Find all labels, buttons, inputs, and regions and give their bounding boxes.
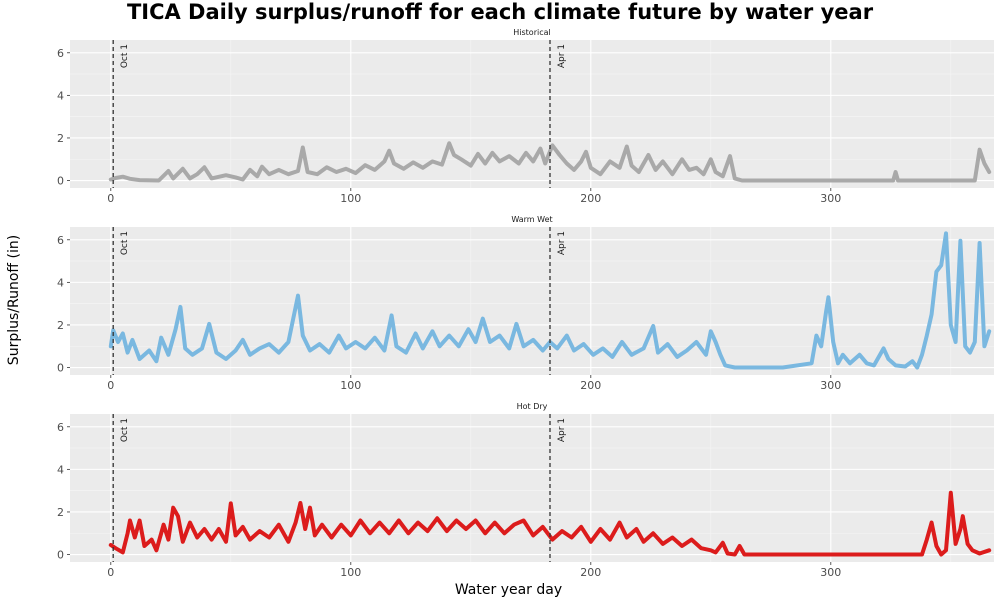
y-tick-label: 2 [57,506,64,519]
panel-warm-wet: 0 100 200 300 0 2 4 6 Warm Wet Oct 1 Apr 1 [57,215,994,392]
y-tick-label: 0 [57,175,64,188]
reference-vline-label: Oct 1 [120,44,130,68]
panel-hot-dry: 0 100 200 300 0 2 4 6 Hot Dry Oct 1 Apr 1 [57,402,994,579]
panel-strip-label: Warm Wet [511,215,552,224]
x-axis-title: Water year day [454,582,563,598]
x-tick-label: 300 [820,192,841,205]
x-tick-label: 0 [107,192,114,205]
panel-background [70,227,994,375]
reference-vline-label: Apr 1 [557,418,567,442]
y-tick-label: 6 [57,421,64,434]
x-tick-label: 300 [820,379,841,392]
y-tick-label: 4 [57,89,64,102]
x-tick-label: 0 [107,566,114,579]
x-tick-label: 100 [340,566,361,579]
x-tick-label: 200 [580,192,601,205]
panel-strip-label: Historical [513,28,550,37]
y-tick-label: 0 [57,549,64,562]
y-tick-label: 2 [57,132,64,145]
series-line [108,490,992,557]
y-tick-label: 4 [57,463,64,476]
reference-vline-label: Oct 1 [120,418,130,442]
x-tick-label: 200 [580,566,601,579]
panel-strip-label: Hot Dry [517,402,548,411]
panel-background [70,414,994,562]
x-tick-label: 100 [340,192,361,205]
x-tick-label: 200 [580,379,601,392]
reference-vline-label: Apr 1 [557,44,567,68]
series-line [108,141,992,183]
y-tick-label: 0 [57,362,64,375]
reference-vline-label: Apr 1 [557,231,567,255]
y-tick-label: 6 [57,47,64,60]
panel-historical: 0 100 200 300 0 2 4 6 Historical Oct 1 Apr 1 [57,28,994,205]
reference-vline-label: Oct 1 [120,231,130,255]
y-tick-label: 4 [57,276,64,289]
chart-title: TICA Daily surplus/runoff for each clima… [126,0,874,24]
x-tick-label: 300 [820,566,841,579]
y-tick-label: 6 [57,234,64,247]
y-tick-label: 2 [57,319,64,332]
x-tick-label: 0 [107,379,114,392]
x-tick-label: 100 [340,379,361,392]
panel-background [70,40,994,188]
